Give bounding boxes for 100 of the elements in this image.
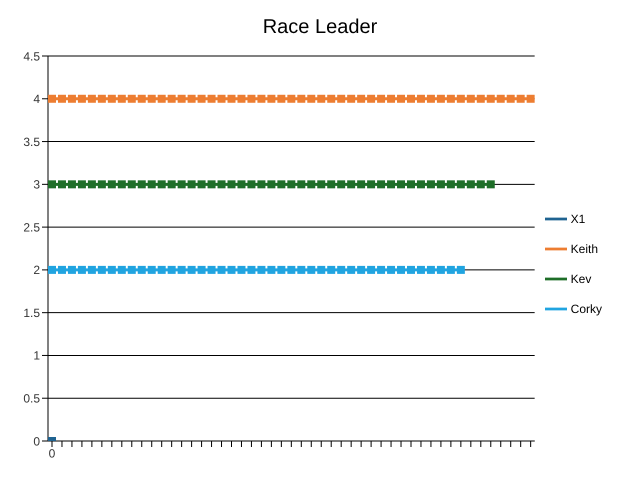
point	[317, 94, 326, 103]
point	[357, 180, 366, 188]
point	[98, 266, 106, 274]
point	[387, 266, 396, 274]
point	[277, 266, 286, 274]
point	[48, 266, 56, 274]
point	[178, 180, 186, 188]
point	[168, 266, 176, 274]
point	[138, 94, 146, 103]
point	[397, 180, 406, 188]
point	[436, 266, 445, 274]
point	[466, 180, 475, 188]
point	[297, 180, 306, 188]
point	[138, 266, 146, 274]
point	[198, 94, 206, 103]
point	[416, 94, 425, 103]
y-tick-label: 0.5	[23, 391, 40, 406]
point	[426, 266, 435, 274]
point	[98, 180, 106, 188]
point	[406, 266, 415, 274]
point	[367, 266, 376, 274]
point	[188, 266, 196, 274]
point	[128, 266, 136, 274]
point	[506, 94, 515, 103]
point	[387, 94, 396, 103]
point	[168, 94, 176, 103]
legend-label: Keith	[570, 242, 598, 256]
point	[357, 266, 366, 274]
point	[188, 94, 196, 103]
point	[218, 94, 226, 103]
point	[426, 94, 435, 103]
point	[48, 94, 56, 103]
point	[118, 180, 126, 188]
y-tick-label: 2	[33, 263, 40, 278]
point	[476, 94, 485, 103]
point	[337, 94, 346, 103]
point	[267, 94, 276, 103]
point	[406, 94, 415, 103]
point	[327, 266, 336, 274]
point	[277, 180, 286, 188]
point	[297, 94, 306, 103]
point	[357, 94, 366, 103]
point	[456, 94, 465, 103]
point	[327, 94, 336, 103]
point	[227, 94, 236, 103]
point	[178, 94, 186, 103]
point	[406, 180, 415, 188]
y-tick-label: 2.5	[23, 220, 40, 234]
point	[88, 266, 96, 274]
point	[267, 266, 276, 274]
point	[68, 266, 76, 274]
point	[198, 266, 206, 274]
point	[198, 180, 206, 188]
point	[327, 180, 336, 188]
point	[208, 94, 216, 103]
point	[88, 94, 96, 103]
point	[58, 266, 66, 274]
point	[436, 94, 445, 103]
point	[148, 180, 156, 188]
point	[486, 180, 495, 188]
point	[218, 180, 226, 188]
point	[287, 94, 296, 103]
point	[377, 266, 386, 274]
point	[267, 180, 276, 188]
point	[466, 94, 475, 103]
point	[416, 266, 425, 274]
point	[526, 94, 535, 103]
point	[218, 266, 226, 274]
point	[247, 266, 256, 274]
point	[188, 180, 196, 188]
point	[247, 94, 256, 103]
point	[98, 94, 106, 103]
point	[476, 180, 485, 188]
point	[287, 180, 296, 188]
point	[416, 180, 425, 188]
point	[48, 180, 56, 188]
point	[516, 94, 525, 103]
point	[277, 94, 286, 103]
point	[456, 266, 465, 274]
point	[68, 94, 76, 103]
point	[158, 266, 166, 274]
point	[317, 266, 326, 274]
point	[446, 266, 455, 274]
legend-label: Corky	[570, 302, 602, 316]
point	[108, 180, 116, 188]
point	[307, 266, 316, 274]
point	[227, 266, 236, 274]
point	[367, 94, 376, 103]
point	[108, 94, 116, 103]
point	[237, 94, 246, 103]
y-tick-label: 1	[33, 348, 40, 363]
point	[347, 180, 356, 188]
point	[367, 180, 376, 188]
point	[397, 94, 406, 103]
point	[58, 180, 66, 188]
point	[178, 266, 186, 274]
point	[208, 266, 216, 274]
chart-title: Race Leader	[262, 15, 378, 40]
point	[208, 180, 216, 188]
point	[138, 180, 146, 188]
